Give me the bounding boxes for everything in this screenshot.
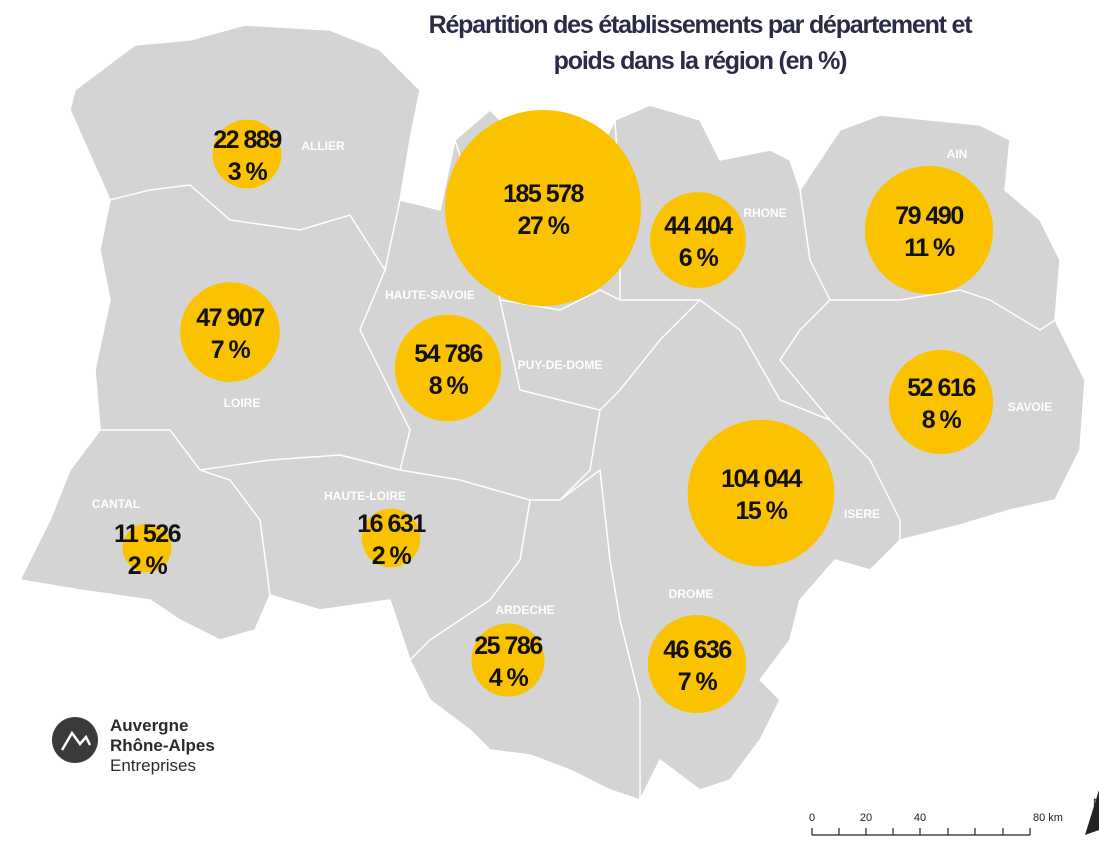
logo-text: Rhône-Alpes (110, 736, 215, 755)
department-name: DROME (669, 587, 714, 601)
department-name: ARDECHE (495, 603, 554, 617)
value-label: 52 616 (907, 374, 975, 402)
share-label: 11 % (904, 234, 955, 262)
share-label: 7 % (211, 336, 251, 364)
scale-label: 20 (860, 812, 872, 824)
logo-text: Auvergne (110, 716, 188, 735)
department-name: PUY-DE-DOME (518, 358, 603, 372)
scale-bar-line (811, 828, 1031, 836)
value-label: 44 404 (664, 212, 733, 240)
scale-label: 80 km (1033, 812, 1063, 824)
value-label: 16 631 (357, 510, 426, 538)
value-label: 25 786 (474, 632, 542, 660)
share-label: 8 % (922, 406, 962, 434)
scale-label: 0 (809, 812, 815, 824)
share-label: 3 % (228, 158, 268, 186)
department-name: SAVOIE (1008, 400, 1052, 414)
department-name: ALLIER (301, 139, 345, 153)
bubble (687, 419, 835, 567)
share-label: 2 % (128, 552, 168, 580)
value-label: 11 526 (114, 520, 181, 548)
bubble (647, 614, 747, 714)
logo-icon (52, 717, 98, 763)
share-label: 2 % (372, 542, 412, 570)
value-label: 22 889 (213, 126, 281, 154)
value-label: 79 490 (895, 202, 963, 230)
north-arrow (1085, 790, 1099, 835)
map-title: Répartition des établissements par dépar… (429, 11, 974, 39)
value-label: 46 636 (663, 636, 731, 664)
bubble (864, 165, 994, 295)
value-label: 54 786 (414, 340, 482, 368)
share-label: 7 % (678, 668, 718, 696)
bubble (361, 508, 421, 568)
department-name: ISERE (844, 507, 880, 521)
bubble (445, 110, 641, 306)
bubble (122, 523, 172, 573)
share-label: 15 % (736, 497, 788, 525)
department-name: HAUTE-SAVOIE (385, 288, 475, 302)
bubble (650, 192, 746, 288)
bubble (394, 314, 502, 422)
share-label: 8 % (429, 372, 469, 400)
scale-label: 40 (914, 812, 926, 824)
share-label: 27 % (518, 212, 570, 240)
department-name: HAUTE-LOIRE (324, 489, 406, 503)
bubble (888, 349, 994, 455)
bubble (212, 119, 282, 189)
north-label: N (1093, 797, 1099, 809)
department-name: RHONE (743, 206, 786, 220)
map-title: poids dans la région (en %) (554, 47, 848, 75)
bubble (471, 623, 545, 697)
logo-text: Entreprises (110, 756, 196, 775)
department-name: CANTAL (92, 497, 140, 511)
share-label: 4 % (489, 664, 529, 692)
share-label: 6 % (679, 244, 719, 272)
department-name: AIN (947, 147, 968, 161)
value-label: 47 907 (196, 304, 264, 332)
department-name: LOIRE (224, 396, 261, 410)
bubble (180, 282, 280, 382)
value-label: 185 578 (503, 180, 584, 208)
value-label: 104 044 (721, 465, 802, 493)
